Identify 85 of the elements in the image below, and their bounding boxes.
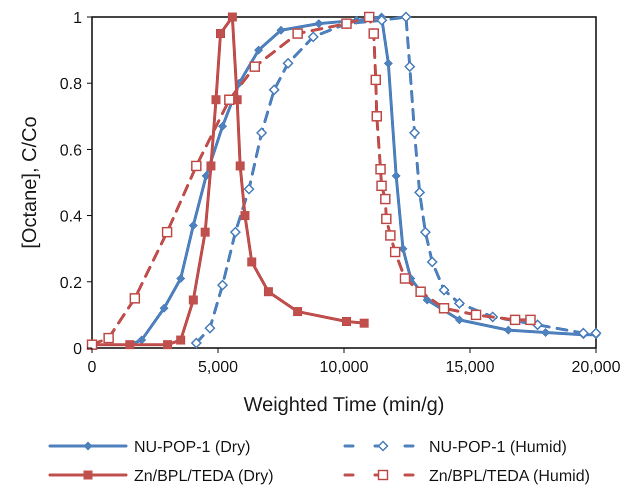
point <box>254 46 264 55</box>
point <box>282 58 294 69</box>
point <box>162 226 172 238</box>
x-tick-label: 0 <box>88 359 97 376</box>
x-axis-title: Weighted Time (min/g) <box>244 394 444 416</box>
point <box>504 326 513 335</box>
x-tick-label: 5,000 <box>198 359 238 376</box>
point <box>103 332 114 344</box>
y-tick-label: 0.8 <box>60 76 82 94</box>
y-axis-title: [Octane], C/Co <box>19 116 41 249</box>
y-tick-label: 0.2 <box>60 274 82 292</box>
point <box>268 84 280 96</box>
point <box>256 128 267 138</box>
point <box>224 94 235 105</box>
point <box>217 280 228 290</box>
point <box>364 12 374 22</box>
point <box>400 12 412 22</box>
point <box>200 228 210 237</box>
point <box>532 320 543 330</box>
point <box>414 187 425 198</box>
point <box>188 296 198 305</box>
y-tick-label: 0.6 <box>60 142 82 160</box>
point <box>510 314 520 326</box>
point <box>308 32 319 42</box>
point <box>163 340 172 350</box>
point <box>525 314 536 326</box>
point <box>415 286 426 297</box>
legend-label: NU-POP-1 (Dry) <box>134 439 250 456</box>
x-tick-label: 15,000 <box>446 359 495 376</box>
point <box>228 12 237 22</box>
point <box>409 128 420 138</box>
point <box>276 26 286 35</box>
point <box>404 61 416 72</box>
point <box>342 317 352 326</box>
point <box>216 29 226 38</box>
point <box>160 304 169 313</box>
point <box>206 161 216 170</box>
legend-label: Zn/BPL/TEDA (Dry) <box>134 468 274 485</box>
point <box>293 307 302 316</box>
point <box>454 298 465 309</box>
point <box>372 111 382 122</box>
point <box>240 211 250 220</box>
point <box>176 274 186 283</box>
point <box>426 256 438 268</box>
point <box>438 303 450 314</box>
y-tick-label: 0 <box>73 341 82 358</box>
point <box>470 310 482 320</box>
legend-label: Zn/BPL/TEDA (Humid) <box>429 468 590 485</box>
point <box>370 74 381 86</box>
x-tick-label: 20,000 <box>572 359 621 376</box>
point <box>191 160 202 172</box>
y-tick-label: 0.4 <box>60 208 82 226</box>
y-tick-label: 1 <box>73 10 82 27</box>
point <box>292 28 303 39</box>
point <box>390 246 400 258</box>
point <box>438 284 450 296</box>
point <box>368 28 379 39</box>
point <box>211 95 220 104</box>
point <box>420 226 431 238</box>
point <box>244 184 254 194</box>
point <box>360 318 369 328</box>
point <box>204 322 216 334</box>
point <box>230 226 241 238</box>
point <box>218 122 228 131</box>
point <box>380 194 391 204</box>
point <box>264 287 273 296</box>
point <box>191 338 202 348</box>
point <box>381 214 392 224</box>
point <box>176 336 186 345</box>
point <box>400 273 410 284</box>
point <box>376 180 387 192</box>
point <box>578 328 589 338</box>
point <box>236 161 245 170</box>
point <box>130 293 140 304</box>
point <box>188 221 198 230</box>
point <box>375 164 386 175</box>
point <box>422 296 432 305</box>
point <box>247 257 256 266</box>
point <box>314 19 324 28</box>
legend-label: NU-POP-1 (Humid) <box>429 439 567 456</box>
point <box>385 230 396 241</box>
point <box>250 61 260 72</box>
x-tick-label: 10,000 <box>320 359 369 376</box>
point <box>384 58 393 68</box>
point <box>454 315 464 324</box>
